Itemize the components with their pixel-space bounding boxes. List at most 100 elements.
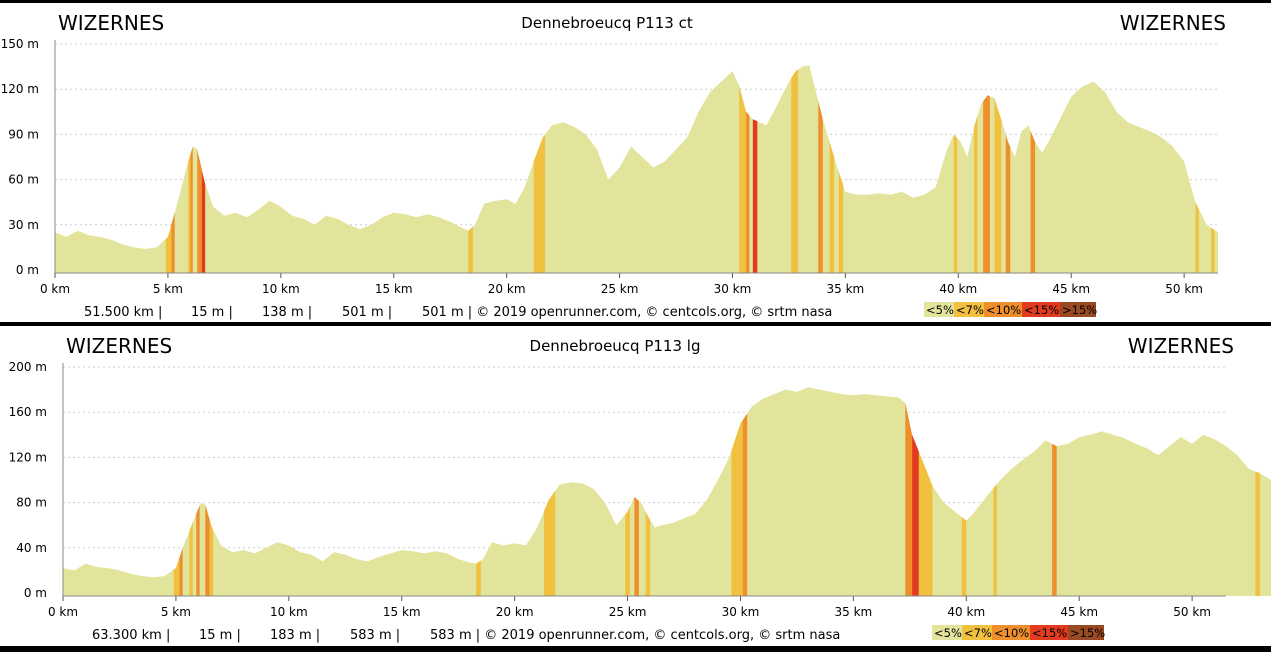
x-tick-label: 25 km [609, 605, 647, 619]
x-tick-label: 30 km [722, 605, 760, 619]
x-tick-label: 45 km [1060, 605, 1098, 619]
elevation-chart-ct: WIZERNES WIZERNES Dennebroeucq P113 ct 5… [1, 11, 1226, 320]
grade-band [994, 65, 1002, 273]
grade-band [468, 65, 473, 273]
y-tick-label: 90 m [8, 127, 39, 141]
legend-swatch [1022, 302, 1060, 317]
elevation-panel-lg: WIZERNES WIZERNES Dennebroeucq P113 lg 6… [0, 326, 1271, 646]
grade-band [993, 387, 997, 596]
grade-band [746, 65, 750, 273]
elevation-area [63, 387, 1271, 596]
grade-band [533, 65, 546, 273]
grade-band [742, 387, 748, 596]
legend-swatch [1030, 625, 1068, 640]
legend-label: <5% [926, 303, 954, 317]
grade-band [829, 65, 835, 273]
legend-swatch [924, 302, 954, 317]
grade-band [1195, 65, 1199, 273]
x-tick-label: 40 km [939, 282, 977, 296]
y-tick-label: 30 m [8, 218, 39, 232]
x-tick-label: 15 km [375, 282, 413, 296]
y-tick-label: 60 m [8, 173, 39, 187]
x-tick-label: 40 km [947, 605, 985, 619]
x-tick-label: 5 km [153, 282, 183, 296]
x-tick-label: 35 km [827, 282, 865, 296]
stat-descent-credits: 583 m | © 2019 openrunner.com, © centcol… [430, 628, 840, 643]
grade-band [476, 387, 481, 596]
grade-band [188, 65, 191, 273]
y-tick-label: 40 m [16, 541, 47, 555]
legend-label: <7% [964, 626, 992, 640]
grade-band [918, 387, 933, 596]
x-tick-label: 35 km [835, 605, 873, 619]
x-tick-label: 50 km [1165, 282, 1203, 296]
legend-swatch [954, 302, 984, 317]
x-tick-label: 20 km [496, 605, 534, 619]
chart-title: Dennebroeucq P113 lg [530, 337, 701, 355]
grade-band [544, 387, 556, 596]
legend-swatch [984, 302, 1022, 317]
x-tick-label: 25 km [601, 282, 639, 296]
start-place-label: WIZERNES [66, 334, 172, 358]
legend-label: <10% [986, 303, 1021, 317]
end-place-label: WIZERNES [1128, 334, 1234, 358]
y-tick-label: 160 m [9, 405, 47, 419]
elevation-area [55, 65, 1218, 273]
grade-band [1211, 65, 1215, 273]
stats-row: 51.500 km | 15 m | 138 m | 501 m | 501 m… [84, 305, 832, 320]
stat-distance: 51.500 km | [84, 305, 162, 320]
legend-label: <10% [994, 626, 1029, 640]
legend-label: <7% [956, 303, 984, 317]
elevation-panel-ct: WIZERNES WIZERNES Dennebroeucq P113 ct 5… [0, 3, 1271, 322]
grade-band [173, 387, 180, 596]
grade-band [752, 65, 758, 273]
grade-band [634, 387, 639, 596]
grade-band [1052, 387, 1057, 596]
stat-ascent: 583 m | [350, 628, 400, 643]
grade-band [205, 387, 210, 596]
x-tick-label: 30 km [714, 282, 752, 296]
grade-band [189, 387, 193, 596]
stat-distance: 63.300 km | [92, 628, 170, 643]
y-tick-label: 120 m [9, 450, 47, 464]
x-tick-label: 45 km [1052, 282, 1090, 296]
grade-band [1005, 65, 1011, 273]
grade-band [983, 65, 990, 273]
grade-band [739, 65, 747, 273]
legend-label: >15% [1062, 303, 1097, 317]
legend-label: >15% [1070, 626, 1105, 640]
grade-band [1030, 65, 1036, 273]
grade-band [179, 387, 183, 596]
stat-max-altitude: 183 m | [270, 628, 320, 643]
grade-band [1255, 387, 1260, 596]
legend-swatch [932, 625, 962, 640]
stat-max-altitude: 138 m | [262, 305, 312, 320]
grade-band [625, 387, 630, 596]
stat-descent-credits: 501 m | © 2019 openrunner.com, © centcol… [422, 305, 832, 320]
grade-band [953, 65, 958, 273]
chart-title: Dennebroeucq P113 ct [521, 14, 693, 32]
stat-ascent: 501 m | [342, 305, 392, 320]
legend-swatch [1068, 625, 1104, 640]
x-tick-label: 5 km [161, 605, 191, 619]
grade-band [905, 387, 913, 596]
grade-band [731, 387, 743, 596]
grade-band [201, 65, 206, 273]
elevation-chart-lg: WIZERNES WIZERNES Dennebroeucq P113 lg 6… [9, 334, 1271, 643]
start-place-label: WIZERNES [58, 11, 164, 35]
legend-label: <15% [1032, 626, 1067, 640]
grade-band [912, 387, 919, 596]
legend-label: <15% [1024, 303, 1059, 317]
legend-swatch [962, 625, 992, 640]
stat-min-altitude: 15 m | [199, 628, 241, 643]
grade-band [196, 387, 200, 596]
y-tick-label: 0 m [16, 263, 39, 277]
grade-band [974, 65, 978, 273]
y-tick-label: 120 m [1, 82, 39, 96]
y-tick-label: 150 m [1, 37, 39, 51]
x-tick-label: 0 km [40, 282, 70, 296]
legend-swatch [1060, 302, 1096, 317]
x-tick-label: 15 km [383, 605, 421, 619]
grade-band [791, 65, 798, 273]
legend-label: <5% [934, 626, 962, 640]
